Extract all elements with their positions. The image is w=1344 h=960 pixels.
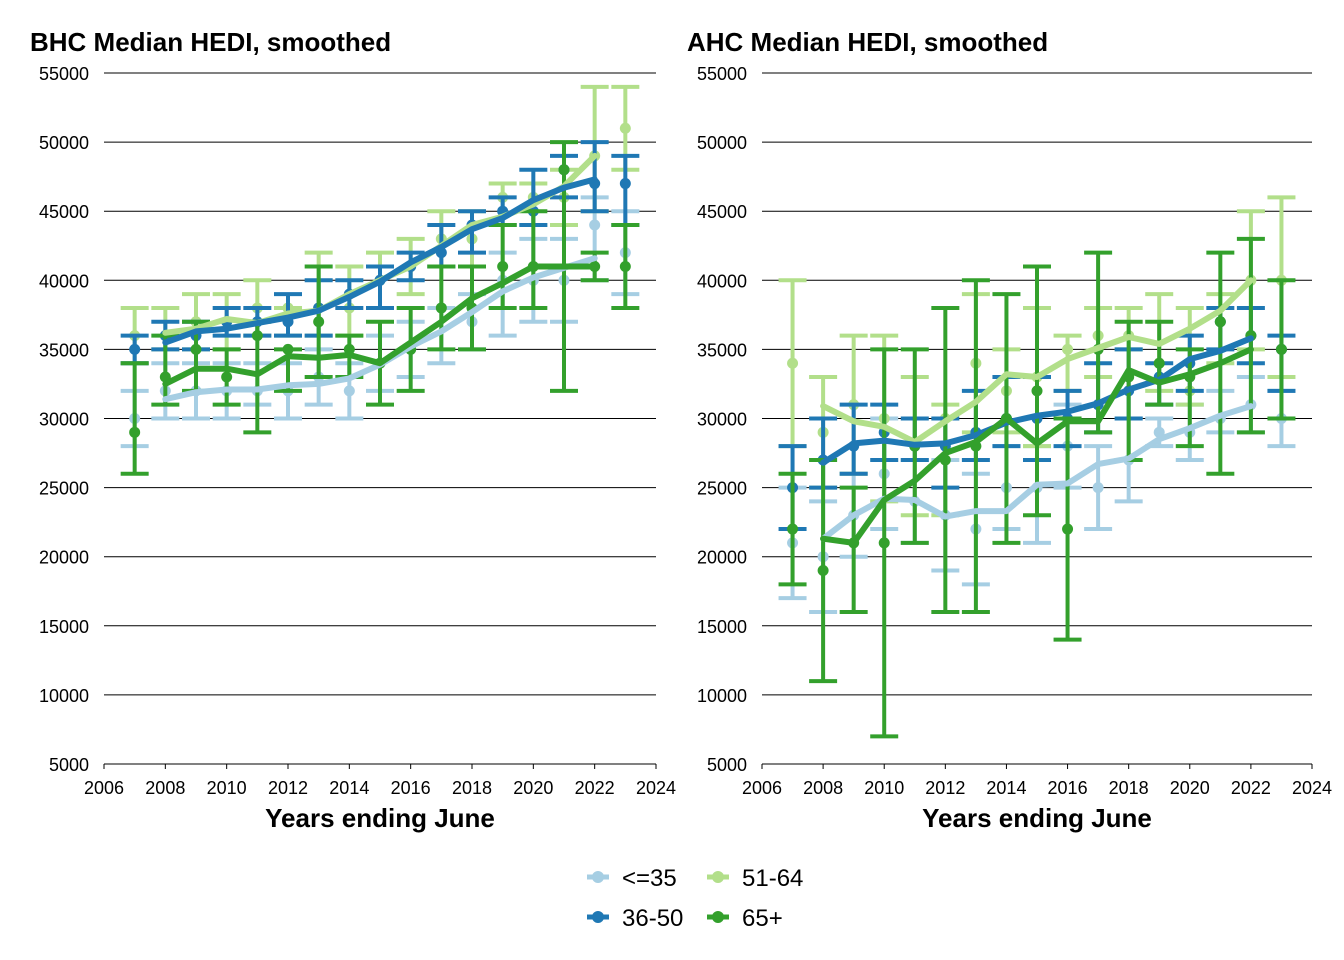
data-point	[1031, 385, 1043, 397]
x-axis-title: Years ending June	[265, 803, 495, 833]
data-point	[589, 219, 601, 231]
y-tick-label: 35000	[39, 340, 89, 360]
x-axis-title: Years ending June	[922, 803, 1152, 833]
data-point	[817, 565, 829, 577]
x-tick-label: 2010	[864, 778, 904, 798]
data-point	[221, 371, 233, 383]
y-tick-label: 40000	[39, 271, 89, 291]
y-tick-label: 25000	[39, 479, 89, 499]
data-point	[1214, 316, 1226, 328]
y-tick-label: 5000	[707, 755, 747, 775]
data-point	[619, 122, 631, 134]
y-tick-label: 55000	[39, 64, 89, 84]
x-tick-label: 2016	[1048, 778, 1088, 798]
x-tick-label: 2014	[986, 778, 1026, 798]
x-tick-label: 2022	[575, 778, 615, 798]
x-tick-label: 2024	[1292, 778, 1332, 798]
x-tick-label: 2008	[803, 778, 843, 798]
data-point	[1275, 343, 1287, 355]
x-tick-label: 2014	[329, 778, 369, 798]
data-point	[313, 316, 325, 328]
x-tick-label: 2022	[1231, 778, 1271, 798]
series-line-smoothed	[820, 346, 1254, 546]
data-point	[282, 343, 294, 355]
series-line-smoothed	[820, 403, 1254, 542]
data-point	[878, 537, 890, 549]
y-tick-label: 20000	[697, 548, 747, 568]
x-tick-label: 2006	[742, 778, 782, 798]
data-point	[1062, 523, 1074, 535]
x-tick-label: 2006	[84, 778, 124, 798]
data-point	[435, 302, 447, 314]
y-tick-label: 20000	[39, 548, 89, 568]
series-line-smoothed	[162, 176, 598, 346]
legend-label: <=35	[622, 865, 677, 892]
y-tick-label: 45000	[697, 202, 747, 222]
x-tick-label: 2010	[207, 778, 247, 798]
data-point	[619, 260, 631, 272]
data-point	[619, 178, 631, 190]
y-tick-label: 10000	[39, 686, 89, 706]
data-point	[497, 260, 509, 272]
y-tick-label: 45000	[39, 202, 89, 222]
y-tick-label: 10000	[697, 686, 747, 706]
x-tick-label: 2020	[1170, 778, 1210, 798]
series-line-smoothed	[162, 263, 598, 387]
series-line-smoothed	[820, 277, 1254, 445]
data-point	[190, 343, 202, 355]
y-tick-label: 50000	[697, 133, 747, 153]
data-point	[251, 330, 263, 342]
y-tick-label: 25000	[697, 479, 747, 499]
x-tick-label: 2020	[513, 778, 553, 798]
ahc-chart-panel: AHC Median HEDI, smoothed Years ending J…	[687, 27, 1332, 833]
data-point	[1153, 357, 1165, 369]
legend: <=35 51-64 36-50 65+	[587, 865, 803, 932]
legend-key-marker	[592, 911, 604, 923]
data-point	[343, 385, 355, 397]
x-tick-label: 2012	[268, 778, 308, 798]
data-point	[787, 357, 799, 369]
x-tick-label: 2018	[452, 778, 492, 798]
x-tick-label: 2016	[391, 778, 431, 798]
y-tick-label: 5000	[49, 755, 89, 775]
y-tick-label: 35000	[697, 340, 747, 360]
series-line-smoothed	[820, 335, 1254, 466]
data-point	[558, 164, 570, 176]
x-tick-label: 2024	[636, 778, 676, 798]
legend-key-marker	[712, 911, 724, 923]
chart-title: AHC Median HEDI, smoothed	[687, 27, 1048, 57]
y-tick-label: 30000	[39, 410, 89, 430]
legend-label: 65+	[742, 905, 783, 932]
x-tick-label: 2008	[145, 778, 185, 798]
legend-key-marker	[592, 871, 604, 883]
data-point	[1092, 482, 1104, 494]
bhc-chart-panel: BHC Median HEDI, smoothed Years ending J…	[30, 27, 676, 833]
data-point	[787, 523, 799, 535]
chart-title: BHC Median HEDI, smoothed	[30, 27, 391, 57]
x-tick-label: 2018	[1109, 778, 1149, 798]
y-tick-label: 40000	[697, 271, 747, 291]
data-point	[1062, 343, 1074, 355]
x-tick-label: 2012	[925, 778, 965, 798]
data-point	[129, 343, 141, 355]
y-tick-label: 15000	[697, 617, 747, 637]
legend-label: 51-64	[742, 865, 803, 892]
y-tick-label: 50000	[39, 133, 89, 153]
y-tick-label: 15000	[39, 617, 89, 637]
data-point	[129, 426, 141, 438]
legend-key-marker	[712, 871, 724, 883]
legend-label: 36-50	[622, 905, 683, 932]
y-tick-label: 55000	[697, 64, 747, 84]
y-tick-label: 30000	[697, 410, 747, 430]
